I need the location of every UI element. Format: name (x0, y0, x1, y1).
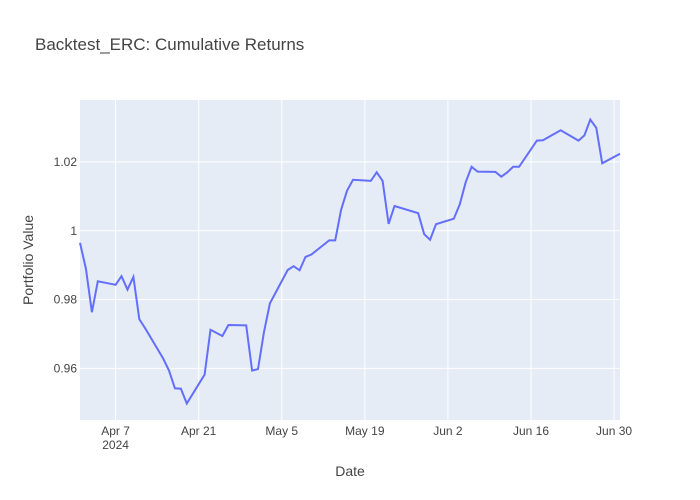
y-axis-title: Portfolio Value (20, 215, 36, 305)
y-tick-label: 0.96 (54, 361, 78, 375)
x-axis-title: Date (335, 463, 365, 479)
chart-title: Backtest_ERC: Cumulative Returns (35, 35, 304, 54)
x-tick-label: May 19 (345, 424, 385, 438)
x-tick-sublabel: 2024 (102, 438, 129, 452)
plot-area (80, 100, 620, 420)
x-tick-label: Apr 21 (181, 424, 217, 438)
x-tick-label: Jun 16 (513, 424, 549, 438)
grid-lines (80, 100, 620, 420)
x-tick-label: May 5 (265, 424, 298, 438)
x-tick-label: Jun 2 (433, 424, 463, 438)
y-tick-label: 0.98 (54, 293, 78, 307)
y-axis-ticks: 0.96 0.98 1 1.02 (54, 155, 78, 375)
x-tick-label: Jun 30 (596, 424, 632, 438)
y-tick-label: 1.02 (54, 155, 78, 169)
series-line (79, 117, 621, 406)
x-tick-label: Apr 7 (101, 424, 130, 438)
y-tick-label: 1 (70, 224, 77, 238)
